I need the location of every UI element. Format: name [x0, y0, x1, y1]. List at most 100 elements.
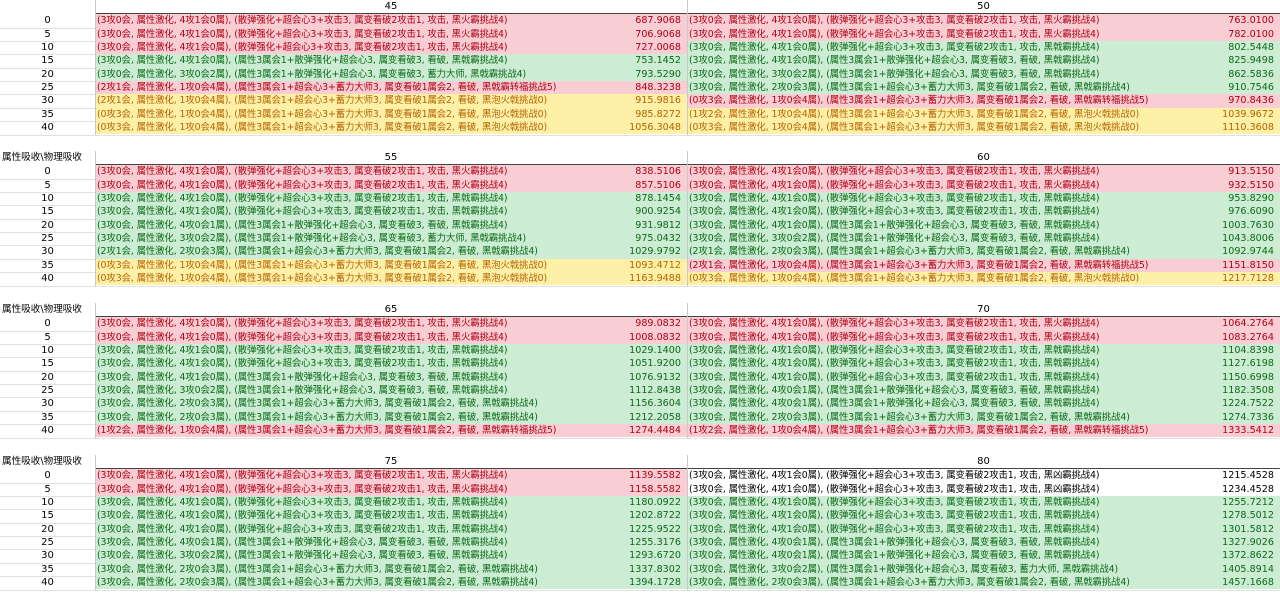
row-label[interactable]: 20	[41, 523, 54, 535]
data-cell[interactable]: (3攻0会, 属性激化, 4攻1会0属), (散弹强化+超会心3+攻击3, 属变…	[687, 330, 1280, 345]
row-label[interactable]: 25	[41, 385, 54, 397]
data-cell[interactable]: (3攻0会, 属性激化, 3攻0会2属), (属性3属会1+散弹强化+超会心3,…	[95, 549, 687, 563]
data-cell[interactable]: (3攻0会, 属性激化, 2攻0会3属), (属性3属会1+超会心3+蓄力大师3…	[95, 562, 687, 577]
data-cell[interactable]: (3攻0会, 属性激化, 4攻1会0属), (散弹强化+超会心3+攻击3, 属变…	[95, 330, 687, 345]
data-cell[interactable]: (0攻3会, 属性激化, 1攻0会4属), (属性3属会1+超会心3+蓄力大师3…	[95, 107, 687, 122]
data-cell[interactable]: (3攻0会, 属性激化, 4攻1会0属), (散弹强化+超会心3+攻击3, 属变…	[95, 41, 687, 55]
row-label[interactable]: 15	[41, 55, 54, 67]
row-label[interactable]: 30	[41, 550, 54, 562]
data-cell[interactable]: (3攻0会, 属性激化, 3攻0会2属), (属性3属会1+散弹强化+超会心3,…	[95, 232, 687, 246]
data-cell[interactable]: (3攻0会, 属性激化, 4攻1会0属), (散弹强化+超会心3+攻击3, 属变…	[95, 317, 687, 331]
data-cell[interactable]: (3攻0会, 属性激化, 2攻0会3属), (属性3属会1+超会心3+蓄力大师3…	[95, 576, 687, 590]
data-cell[interactable]: (3攻0会, 属性激化, 3攻0会2属), (属性3属会1+散弹强化+超会心3,…	[95, 67, 687, 82]
data-cell[interactable]: (3攻0会, 属性激化, 4攻1会0属), (散弹强化+超会心3+攻击3, 属变…	[95, 205, 687, 219]
row-label[interactable]: 0	[44, 318, 51, 330]
data-cell[interactable]: (3攻0会, 属性激化, 4攻1会0属), (散弹强化+超会心3+攻击3, 属变…	[95, 357, 687, 371]
data-cell[interactable]: (0攻3会, 属性激化, 1攻0会4属), (属性3属会1+超会心3+蓄力大师3…	[95, 272, 687, 286]
column-header[interactable]: 55	[384, 152, 398, 163]
data-cell[interactable]: (3攻0会, 属性激化, 4攻1会0属), (散弹强化+超会心3+攻击3, 属变…	[687, 370, 1280, 385]
row-label[interactable]: 35	[41, 259, 54, 271]
row-label[interactable]: 25	[41, 233, 54, 245]
row-label[interactable]: 5	[44, 331, 51, 343]
row-label[interactable]: 15	[41, 206, 54, 218]
data-cell[interactable]: (3攻0会, 属性激化, 4攻1会0属), (属性3属会1+散弹强化+超会心3,…	[687, 54, 1280, 68]
row-label[interactable]: 40	[41, 273, 54, 285]
data-cell[interactable]: (3攻0会, 属性激化, 4攻1会0属), (散弹强化+超会心3+攻击3, 属变…	[687, 482, 1280, 497]
data-cell[interactable]: (3攻0会, 属性激化, 4攻0会1属), (属性3属会1+散弹强化+超会心3,…	[687, 397, 1280, 411]
data-cell[interactable]: (2攻1会, 属性激化, 1攻0会4属), (属性3属会1+超会心3+蓄力大师3…	[95, 81, 687, 95]
row-label[interactable]: 10	[41, 193, 54, 205]
row-label[interactable]: 20	[41, 219, 54, 231]
row-label[interactable]: 30	[41, 95, 54, 107]
data-cell[interactable]: (3攻0会, 属性激化, 4攻1会0属), (散弹强化+超会心3+攻击3, 属变…	[95, 192, 687, 206]
row-label[interactable]: 15	[41, 358, 54, 370]
column-header[interactable]: 75	[384, 456, 398, 467]
row-label[interactable]: 20	[41, 68, 54, 80]
data-cell[interactable]: (3攻0会, 属性激化, 4攻1会0属), (散弹强化+超会心3+攻击3, 属变…	[95, 344, 687, 358]
row-label[interactable]: 5	[44, 179, 51, 191]
data-cell[interactable]: (3攻0会, 属性激化, 4攻1会0属), (散弹强化+超会心3+攻击3, 属变…	[95, 522, 687, 537]
data-cell[interactable]: (3攻0会, 属性激化, 4攻1会0属), (散弹强化+超会心3+攻击3, 属变…	[687, 178, 1280, 193]
data-cell[interactable]: (3攻0会, 属性激化, 4攻1会0属), (散弹强化+超会心3+攻击3, 属变…	[687, 14, 1280, 28]
data-cell[interactable]: (3攻0会, 属性激化, 4攻1会0属), (散弹强化+超会心3+攻击3, 属变…	[687, 469, 1280, 483]
data-cell[interactable]: (3攻0会, 属性激化, 4攻0会1属), (属性3属会1+散弹强化+超会心3,…	[95, 536, 687, 550]
data-cell[interactable]: (1攻2会, 属性激化, 1攻0会4属), (属性3属会1+超会心3+蓄力大师3…	[95, 424, 687, 438]
data-cell[interactable]: (3攻0会, 属性激化, 4攻1会0属), (散弹强化+超会心3+攻击3, 属变…	[95, 469, 687, 483]
row-label[interactable]: 35	[41, 563, 54, 575]
data-cell[interactable]: (1攻2会, 属性激化, 1攻0会4属), (属性3属会1+超会心3+蓄力大师3…	[687, 107, 1280, 122]
row-label[interactable]: 35	[41, 108, 54, 120]
data-cell[interactable]: (3攻0会, 属性激化, 4攻0会1属), (属性3属会1+散弹强化+超会心3,…	[95, 218, 687, 233]
data-cell[interactable]: (2攻1会, 属性激化, 1攻0会4属), (属性3属会1+超会心3+蓄力大师3…	[687, 258, 1280, 273]
row-label[interactable]: 0	[44, 15, 51, 27]
data-cell[interactable]: (3攻0会, 属性激化, 4攻1会0属), (散弹强化+超会心3+攻击3, 属变…	[95, 509, 687, 523]
data-cell[interactable]: (3攻0会, 属性激化, 4攻1会0属), (散弹强化+超会心3+攻击3, 属变…	[95, 496, 687, 510]
row-label[interactable]: 30	[41, 246, 54, 258]
data-cell[interactable]: (3攻0会, 属性激化, 4攻1会0属), (散弹强化+超会心3+攻击3, 属变…	[687, 27, 1280, 42]
data-cell[interactable]: (0攻3会, 属性激化, 1攻0会4属), (属性3属会1+超会心3+蓄力大师3…	[687, 94, 1280, 108]
data-cell[interactable]: (3攻0会, 属性激化, 4攻0会1属), (属性3属会1+散弹强化+超会心3,…	[687, 549, 1280, 563]
row-label[interactable]: 10	[41, 497, 54, 509]
data-cell[interactable]: (3攻0会, 属性激化, 3攻0会2属), (属性3属会1+散弹强化+超会心3,…	[687, 562, 1280, 577]
data-cell[interactable]: (3攻0会, 属性激化, 4攻1会0属), (散弹强化+超会心3+攻击3, 属变…	[95, 27, 687, 42]
row-label[interactable]: 5	[44, 483, 51, 495]
data-cell[interactable]: (3攻0会, 属性激化, 3攻0会2属), (属性3属会1+散弹强化+超会心3,…	[687, 232, 1280, 246]
data-cell[interactable]: (0攻3会, 属性激化, 1攻0会4属), (属性3属会1+超会心3+蓄力大师3…	[687, 121, 1280, 135]
data-cell[interactable]: (3攻0会, 属性激化, 4攻1会0属), (散弹强化+超会心3+攻击3, 属变…	[687, 357, 1280, 371]
data-cell[interactable]: (2攻1会, 属性激化, 1攻0会4属), (属性3属会1+超会心3+蓄力大师3…	[95, 94, 687, 108]
data-cell[interactable]: (3攻0会, 属性激化, 4攻1会0属), (散弹强化+超会心3+攻击3, 属变…	[687, 165, 1280, 179]
data-cell[interactable]: (3攻0会, 属性激化, 3攻0会2属), (属性3属会1+散弹强化+超会心3,…	[95, 384, 687, 398]
data-cell[interactable]: (3攻0会, 属性激化, 2攻0会3属), (属性3属会1+超会心3+蓄力大师3…	[687, 576, 1280, 590]
column-header[interactable]: 65	[384, 304, 398, 315]
data-cell[interactable]: (3攻0会, 属性激化, 4攻1会0属), (散弹强化+超会心3+攻击3, 属变…	[687, 41, 1280, 55]
data-cell[interactable]: (1攻2会, 属性激化, 1攻0会4属), (属性3属会1+超会心3+蓄力大师3…	[687, 424, 1280, 438]
data-cell[interactable]: (3攻0会, 属性激化, 2攻0会3属), (属性3属会1+超会心3+蓄力大师3…	[95, 410, 687, 425]
data-cell[interactable]: (3攻0会, 属性激化, 4攻1会0属), (散弹强化+超会心3+攻击3, 属变…	[687, 522, 1280, 537]
data-cell[interactable]: (3攻0会, 属性激化, 4攻1会0属), (散弹强化+超会心3+攻击3, 属变…	[687, 344, 1280, 358]
row-label[interactable]: 25	[41, 537, 54, 549]
row-label[interactable]: 40	[41, 577, 54, 589]
data-cell[interactable]: (3攻0会, 属性激化, 4攻1会0属), (散弹强化+超会心3+攻击3, 属变…	[95, 165, 687, 179]
data-cell[interactable]: (3攻0会, 属性激化, 4攻1会0属), (散弹强化+超会心3+攻击3, 属变…	[687, 509, 1280, 523]
row-label[interactable]: 40	[41, 425, 54, 437]
data-cell[interactable]: (3攻0会, 属性激化, 3攻0会2属), (属性3属会1+散弹强化+超会心3,…	[687, 67, 1280, 82]
row-label[interactable]: 15	[41, 510, 54, 522]
data-cell[interactable]: (2攻1会, 属性激化, 2攻0会3属), (属性3属会1+超会心3+蓄力大师3…	[95, 245, 687, 259]
data-cell[interactable]: (3攻0会, 属性激化, 4攻1会0属), (散弹强化+超会心3+攻击3, 属变…	[687, 496, 1280, 510]
data-cell[interactable]: (3攻0会, 属性激化, 4攻1会0属), (散弹强化+超会心3+攻击3, 属变…	[687, 192, 1280, 206]
data-cell[interactable]: (3攻0会, 属性激化, 4攻1会0属), (散弹强化+超会心3+攻击3, 属变…	[95, 178, 687, 193]
data-cell[interactable]: (3攻0会, 属性激化, 2攻0会3属), (属性3属会1+超会心3+蓄力大师3…	[687, 81, 1280, 95]
row-label[interactable]: 10	[41, 42, 54, 54]
data-cell[interactable]: (3攻0会, 属性激化, 4攻1会0属), (散弹强化+超会心3+攻击3, 属变…	[95, 482, 687, 497]
data-cell[interactable]: (3攻0会, 属性激化, 4攻1会0属), (散弹强化+超会心3+攻击3, 属变…	[687, 205, 1280, 219]
column-header[interactable]: 60	[977, 152, 990, 163]
data-cell[interactable]: (3攻0会, 属性激化, 4攻1会0属), (属性3属会1+散弹强化+超会心3,…	[95, 370, 687, 385]
row-label[interactable]: 0	[44, 166, 51, 178]
data-cell[interactable]: (3攻0会, 属性激化, 4攻1会0属), (散弹强化+超会心3+攻击3, 属变…	[95, 14, 687, 28]
column-header[interactable]: 45	[384, 1, 398, 12]
data-cell[interactable]: (0攻3会, 属性激化, 1攻0会4属), (属性3属会1+超会心3+蓄力大师3…	[95, 121, 687, 135]
row-label[interactable]: 10	[41, 345, 54, 357]
data-cell[interactable]: (3攻0会, 属性激化, 2攻0会3属), (属性3属会1+超会心3+蓄力大师3…	[95, 397, 687, 411]
column-header[interactable]: 70	[977, 304, 990, 315]
data-cell[interactable]: (3攻0会, 属性激化, 2攻0会3属), (属性3属会1+超会心3+蓄力大师3…	[687, 410, 1280, 425]
row-label[interactable]: 30	[41, 398, 54, 410]
